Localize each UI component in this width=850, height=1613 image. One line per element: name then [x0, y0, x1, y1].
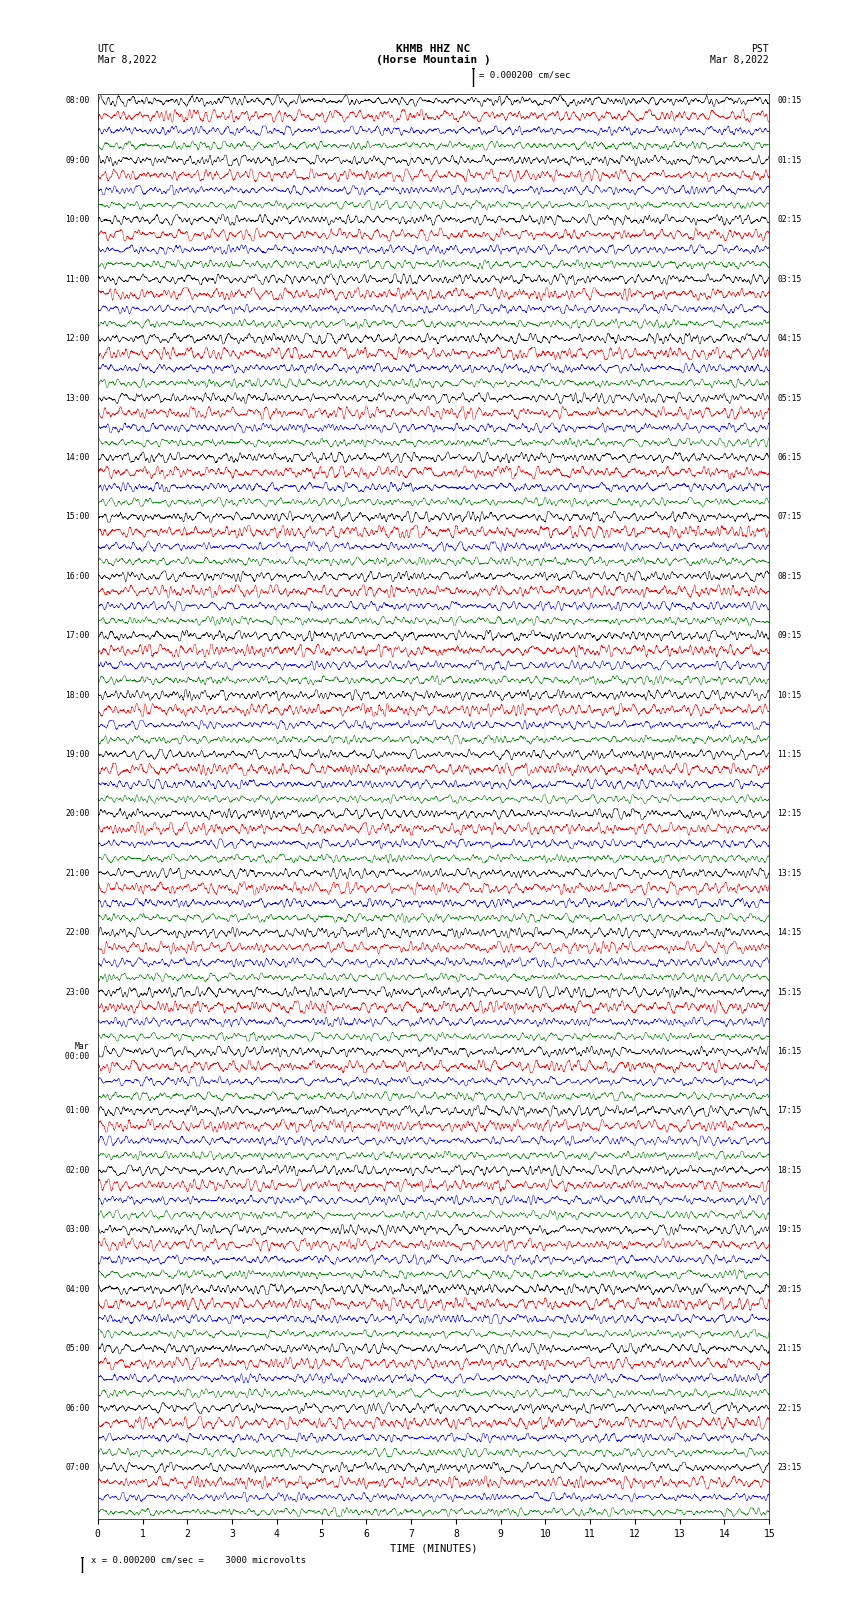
Text: 09:00: 09:00	[65, 156, 90, 165]
Text: 00:15: 00:15	[777, 97, 802, 105]
Text: 18:00: 18:00	[65, 690, 90, 700]
Text: (Horse Mountain ): (Horse Mountain )	[376, 55, 490, 65]
Text: 14:00: 14:00	[65, 453, 90, 461]
Text: 06:00: 06:00	[65, 1403, 90, 1413]
Text: 09:15: 09:15	[777, 631, 802, 640]
Text: Mar 8,2022: Mar 8,2022	[98, 55, 156, 65]
Text: 21:15: 21:15	[777, 1344, 802, 1353]
Text: 15:15: 15:15	[777, 987, 802, 997]
Text: 12:15: 12:15	[777, 810, 802, 818]
Text: 06:15: 06:15	[777, 453, 802, 461]
Text: 11:00: 11:00	[65, 274, 90, 284]
Text: 15:00: 15:00	[65, 513, 90, 521]
Text: 21:00: 21:00	[65, 869, 90, 877]
Text: 08:00: 08:00	[65, 97, 90, 105]
Text: KHMB HHZ NC: KHMB HHZ NC	[396, 44, 471, 53]
Text: 02:15: 02:15	[777, 215, 802, 224]
Text: 17:00: 17:00	[65, 631, 90, 640]
Text: Mar 8,2022: Mar 8,2022	[711, 55, 769, 65]
Text: 16:15: 16:15	[777, 1047, 802, 1057]
Text: 22:15: 22:15	[777, 1403, 802, 1413]
Text: x = 0.000200 cm/sec =    3000 microvolts: x = 0.000200 cm/sec = 3000 microvolts	[91, 1555, 306, 1565]
Text: 12:00: 12:00	[65, 334, 90, 344]
Text: 04:15: 04:15	[777, 334, 802, 344]
Text: 02:00: 02:00	[65, 1166, 90, 1174]
Text: 01:15: 01:15	[777, 156, 802, 165]
Text: 17:15: 17:15	[777, 1107, 802, 1116]
Text: 18:15: 18:15	[777, 1166, 802, 1174]
Text: 03:00: 03:00	[65, 1226, 90, 1234]
Text: 22:00: 22:00	[65, 927, 90, 937]
Text: 23:15: 23:15	[777, 1463, 802, 1473]
Text: 19:00: 19:00	[65, 750, 90, 760]
Text: 05:00: 05:00	[65, 1344, 90, 1353]
Text: = 0.000200 cm/sec: = 0.000200 cm/sec	[479, 71, 570, 81]
Text: 14:15: 14:15	[777, 927, 802, 937]
Text: 19:15: 19:15	[777, 1226, 802, 1234]
Text: 23:00: 23:00	[65, 987, 90, 997]
Text: 03:15: 03:15	[777, 274, 802, 284]
Text: 10:15: 10:15	[777, 690, 802, 700]
Text: 13:00: 13:00	[65, 394, 90, 403]
Text: Mar
 00:00: Mar 00:00	[60, 1042, 90, 1061]
Text: 11:15: 11:15	[777, 750, 802, 760]
Text: 20:15: 20:15	[777, 1284, 802, 1294]
Text: PST: PST	[751, 44, 769, 53]
Text: 07:00: 07:00	[65, 1463, 90, 1473]
Text: 13:15: 13:15	[777, 869, 802, 877]
Text: 07:15: 07:15	[777, 513, 802, 521]
X-axis label: TIME (MINUTES): TIME (MINUTES)	[390, 1544, 477, 1553]
Text: 08:15: 08:15	[777, 571, 802, 581]
Text: 16:00: 16:00	[65, 571, 90, 581]
Text: 01:00: 01:00	[65, 1107, 90, 1116]
Text: UTC: UTC	[98, 44, 116, 53]
Text: 20:00: 20:00	[65, 810, 90, 818]
Text: 04:00: 04:00	[65, 1284, 90, 1294]
Text: 05:15: 05:15	[777, 394, 802, 403]
Text: 10:00: 10:00	[65, 215, 90, 224]
